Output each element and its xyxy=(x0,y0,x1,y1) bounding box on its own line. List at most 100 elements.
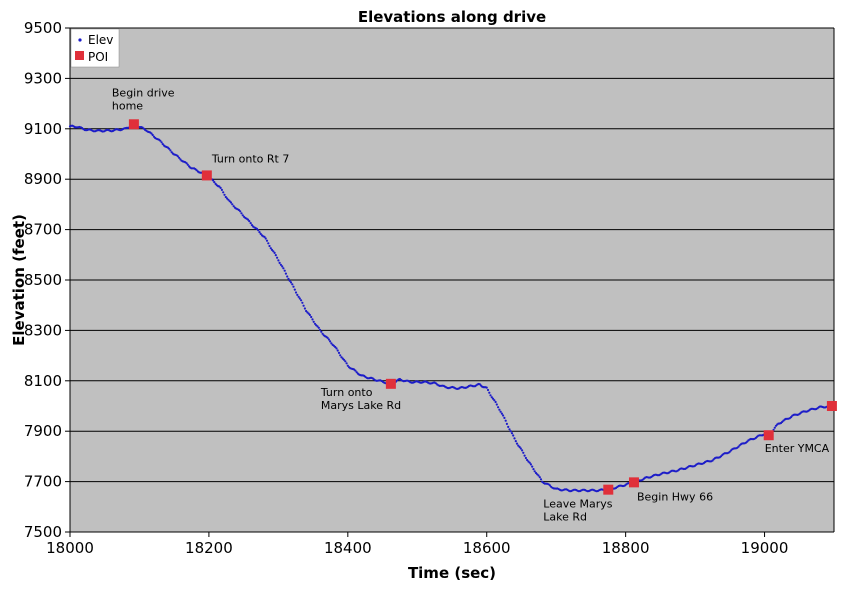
elev-point xyxy=(176,155,179,158)
elev-point xyxy=(522,451,525,454)
elev-point xyxy=(284,272,287,275)
elev-point xyxy=(218,185,221,188)
elev-point xyxy=(308,313,311,317)
annotation-line: Turn onto Rt 7 xyxy=(211,152,290,165)
elev-point xyxy=(278,261,281,264)
y-tick-label: 9500 xyxy=(24,19,62,37)
elev-point xyxy=(321,332,324,335)
x-axis-label: Time (sec) xyxy=(408,564,496,582)
elev-point xyxy=(301,301,304,304)
poi-annotations: Begin drive home Turn onto Rt 7 Turn onto Ma… xyxy=(112,86,830,523)
x-tick-label: 18800 xyxy=(602,539,650,557)
legend: Elev POI xyxy=(70,28,120,68)
elev-point xyxy=(161,143,164,146)
elev-point xyxy=(490,396,493,399)
elev-point xyxy=(505,422,508,425)
poi-marker xyxy=(603,484,614,495)
annotation-line: Marys Lake Rd xyxy=(321,399,401,412)
elev-point xyxy=(178,156,181,159)
elev-point xyxy=(330,342,333,345)
elev-point xyxy=(499,410,502,413)
elev-point xyxy=(283,269,286,272)
elev-point xyxy=(316,325,319,328)
elev-point xyxy=(334,345,337,349)
elev-point xyxy=(503,416,506,419)
elev-point xyxy=(281,265,284,268)
elev-point xyxy=(263,235,266,238)
elev-point xyxy=(248,220,251,223)
x-tick-label: 18200 xyxy=(185,539,233,557)
annotation-line: Lake Rd xyxy=(543,511,587,524)
elev-point xyxy=(288,279,291,282)
poi-annotation: Begin drive home xyxy=(112,86,175,112)
poi-marker xyxy=(763,430,774,441)
axes xyxy=(65,27,835,537)
tick-labels: 18000 18200 18400 18600 18800 19000 7500 7700 79… xyxy=(24,19,789,557)
elev-point xyxy=(292,285,295,288)
elev-point xyxy=(311,318,314,321)
elev-point xyxy=(335,347,338,350)
elev-point xyxy=(169,149,172,152)
elev-point xyxy=(259,232,262,235)
poi-marker xyxy=(826,401,837,411)
elev-point xyxy=(185,162,188,165)
elev-point xyxy=(537,474,540,477)
y-tick-label: 8700 xyxy=(24,221,62,239)
elev-point xyxy=(485,386,488,389)
elev-point xyxy=(287,277,290,280)
elev-point xyxy=(326,336,329,339)
annotation-line: Begin Hwy 66 xyxy=(637,490,713,503)
elev-point xyxy=(250,224,254,227)
poi-annotation: Enter YMCA xyxy=(765,442,830,455)
legend-poi-label: POI xyxy=(88,50,108,64)
elev-point xyxy=(502,414,505,417)
elev-point xyxy=(344,360,347,363)
elev-point xyxy=(270,248,274,251)
elev-point xyxy=(354,369,357,372)
elev-point xyxy=(497,406,500,409)
elev-point xyxy=(160,141,163,144)
annotation-line: Begin drive xyxy=(112,86,175,99)
elev-point xyxy=(294,291,298,294)
elev-point xyxy=(317,326,320,329)
y-tick-label: 8100 xyxy=(24,372,62,390)
elev-point xyxy=(526,458,529,462)
elev-point xyxy=(532,468,535,471)
elev-point xyxy=(539,478,543,481)
elev-point xyxy=(508,428,511,431)
elev-point xyxy=(310,315,313,319)
elev-point xyxy=(488,391,491,394)
chart-title: Elevations along drive xyxy=(358,8,546,26)
elev-point xyxy=(513,437,516,440)
elev-point xyxy=(265,239,269,242)
y-axis-label: Elevation (feet) xyxy=(10,214,28,346)
elev-point xyxy=(220,188,223,191)
y-tick-label: 7500 xyxy=(24,523,62,541)
legend-elev-label: Elev xyxy=(88,33,113,47)
elev-point xyxy=(302,304,305,307)
y-tick-label: 9100 xyxy=(24,120,62,138)
poi-annotation: Leave Marys Lake Rd xyxy=(543,498,612,524)
elev-point xyxy=(533,470,536,473)
y-tick-label: 7900 xyxy=(24,422,62,440)
elev-point xyxy=(339,354,342,357)
x-tick-label: 19000 xyxy=(741,539,789,557)
elev-point xyxy=(528,461,531,464)
x-tick-label: 18400 xyxy=(324,539,372,557)
elev-point xyxy=(538,476,541,479)
elev-point xyxy=(498,408,501,411)
elev-point xyxy=(517,444,520,447)
elev-point xyxy=(512,434,515,437)
annotation-line: Turn onto xyxy=(320,386,373,399)
elev-point xyxy=(268,244,271,248)
elev-point xyxy=(273,251,276,254)
y-tick-label: 9300 xyxy=(24,69,62,87)
elev-point xyxy=(320,330,323,333)
y-tick-label: 7700 xyxy=(24,473,62,491)
elev-point xyxy=(232,205,235,208)
elev-point xyxy=(279,263,282,266)
elev-point xyxy=(282,267,285,270)
annotation-line: Leave Marys xyxy=(543,498,612,511)
elev-point xyxy=(241,214,244,217)
elev-point xyxy=(773,426,776,429)
